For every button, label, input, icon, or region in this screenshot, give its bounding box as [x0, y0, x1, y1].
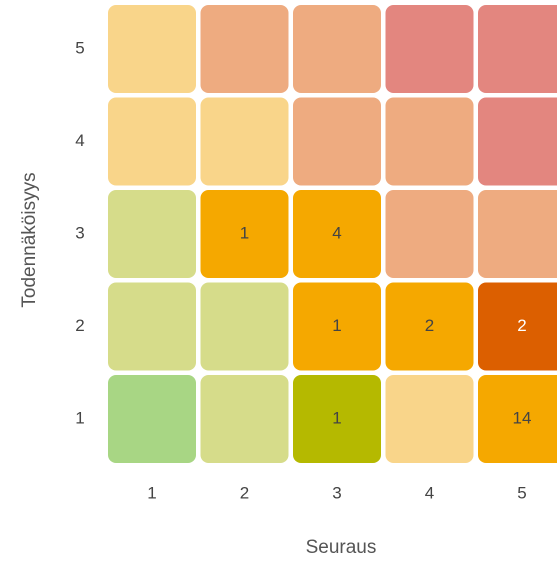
cell-value: 1: [332, 408, 341, 427]
cell: [108, 375, 196, 463]
y-tick-label: 4: [75, 131, 84, 150]
cell: [385, 375, 474, 463]
x-tick-label: 1: [147, 483, 156, 502]
cell: [293, 190, 381, 278]
cell: [385, 282, 474, 371]
cell: [108, 97, 196, 186]
cell-value: 2: [425, 316, 434, 335]
cell: [478, 97, 557, 186]
cell-value: 1: [240, 223, 249, 242]
cell: [478, 282, 557, 371]
y-axis-title: Todennäköisyys: [19, 172, 40, 307]
cell: [200, 282, 289, 371]
y-tick-label: 3: [75, 223, 84, 242]
cell: [108, 5, 196, 93]
x-tick-label: 2: [240, 483, 249, 502]
y-tick-label: 5: [75, 38, 84, 57]
cell: [293, 375, 381, 463]
cell: [385, 190, 474, 278]
cell: [108, 190, 196, 278]
cell-value: 1: [332, 316, 341, 335]
cell: [200, 190, 289, 278]
cell: [385, 5, 474, 93]
cell: [478, 5, 557, 93]
cell: [478, 190, 557, 278]
cell-value: 14: [513, 408, 532, 427]
cell: [108, 282, 196, 371]
cell: [293, 97, 381, 186]
cell: [200, 375, 289, 463]
cell-value: 2: [517, 316, 526, 335]
x-tick-label: 4: [425, 483, 434, 502]
cell: [200, 5, 289, 93]
y-tick-label: 1: [75, 408, 84, 427]
x-axis-title: Seuraus: [306, 537, 377, 558]
cell: [385, 97, 474, 186]
x-tick-label: 3: [332, 483, 341, 502]
cell: [200, 97, 289, 186]
x-tick-label: 5: [517, 483, 526, 502]
cell: [293, 282, 381, 371]
cell: [293, 5, 381, 93]
y-tick-label: 2: [75, 316, 84, 335]
cell-value: 4: [332, 223, 341, 242]
cell: [478, 375, 557, 463]
